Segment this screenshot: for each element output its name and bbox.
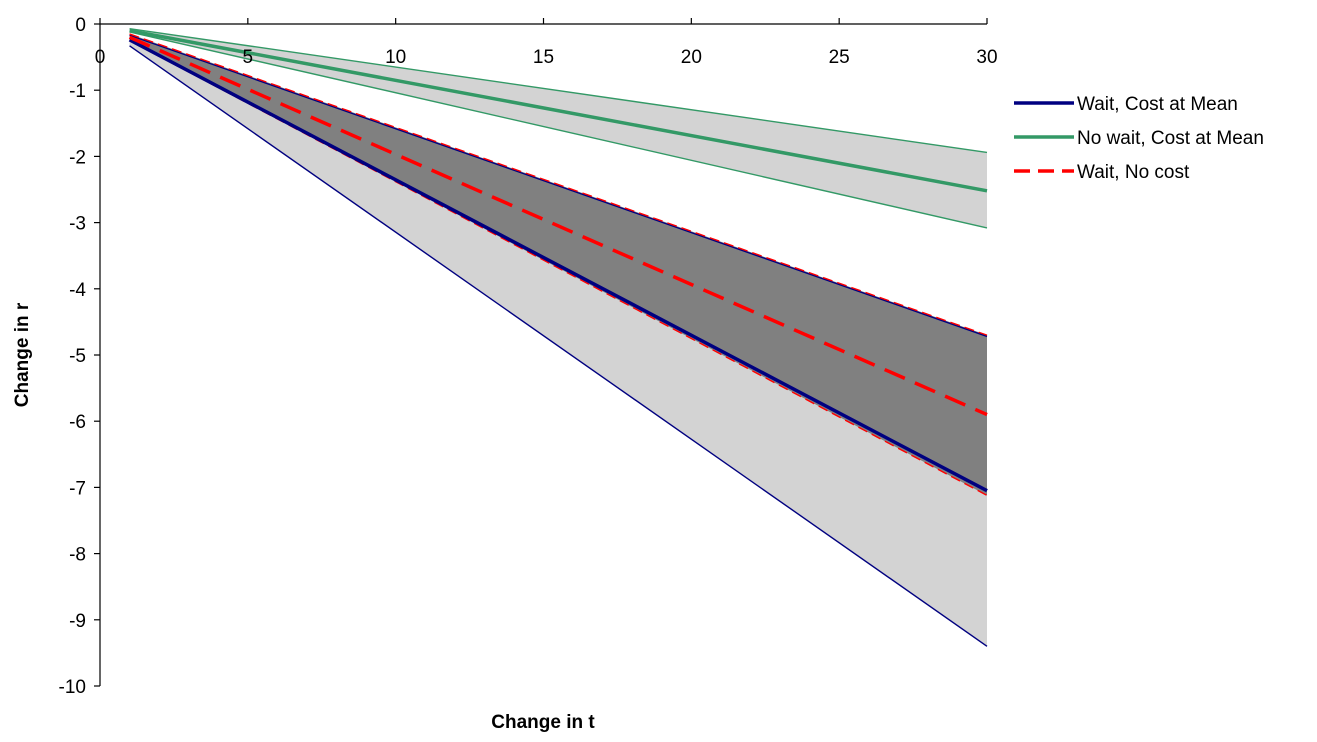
confidence-bands	[129, 28, 988, 647]
x-tick-label: 0	[95, 47, 106, 68]
series-lines	[128, 27, 988, 647]
y-tick-label: -5	[69, 346, 86, 367]
legend-label-no-wait-cost-at-mean: No wait, Cost at Mean	[1077, 128, 1264, 149]
x-tick-label: 20	[681, 47, 702, 68]
series-line-wait-no-cost	[128, 35, 988, 417]
band-lower-wait-no-cost	[129, 39, 988, 496]
x-ticks: 0 5 10 15 20 25 30	[95, 18, 998, 68]
legend: Wait, Cost at Mean No wait, Cost at Mean W…	[1014, 94, 1264, 183]
y-ticks: 0 -1 -2 -3 -4 -5 -6 -7 -8 -9 -10	[59, 15, 100, 698]
x-axis-title: Change in t	[491, 712, 595, 733]
series-line-wait-cost-at-mean	[128, 38, 988, 493]
y-tick-label: -8	[69, 545, 86, 566]
y-tick-label: -7	[69, 478, 86, 499]
legend-label-wait-no-cost: Wait, No cost	[1077, 162, 1190, 183]
band-upper-wait-no-cost	[129, 33, 988, 336]
y-tick-label: 0	[75, 15, 86, 36]
band-wait-cost-at-mean	[129, 35, 988, 647]
y-tick-label: -1	[69, 81, 86, 102]
legend-label-wait-cost-at-mean: Wait, Cost at Mean	[1077, 94, 1238, 115]
y-axis-title: Change in r	[12, 302, 33, 407]
y-tick-label: -9	[69, 611, 86, 632]
x-tick-label: 5	[243, 47, 254, 68]
band-lower-no-wait-cost-at-mean	[129, 31, 988, 229]
series-line-no-wait-cost-at-mean	[129, 28, 988, 193]
y-tick-label: -3	[69, 214, 86, 235]
y-tick-label: -10	[59, 677, 86, 698]
band-no-wait-cost-at-mean	[129, 28, 988, 228]
band-upper-no-wait-cost-at-mean	[129, 27, 988, 154]
x-tick-label: 30	[976, 47, 997, 68]
x-tick-label: 15	[533, 47, 554, 68]
band-lower-wait-cost-at-mean	[129, 45, 988, 647]
y-tick-label: -6	[69, 412, 86, 433]
x-tick-label: 10	[385, 47, 406, 68]
y-tick-label: -4	[69, 280, 86, 301]
y-tick-label: -2	[69, 147, 86, 168]
band-upper-wait-cost-at-mean	[129, 34, 988, 338]
x-tick-label: 25	[829, 47, 850, 68]
